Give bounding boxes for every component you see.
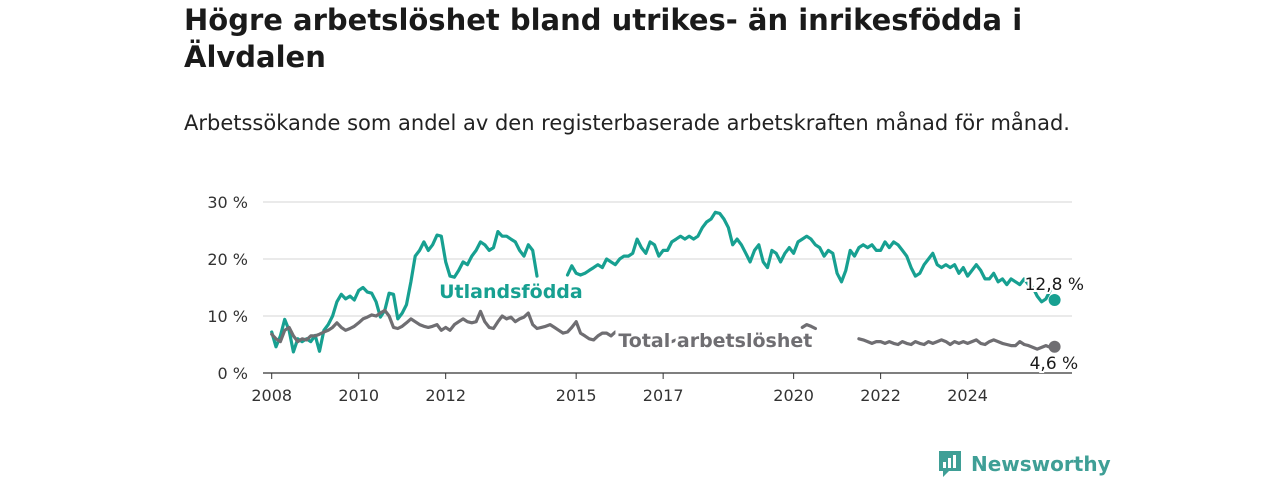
y-axis: 0 % 10 % 20 % 30 %: [207, 193, 248, 383]
series-end-label: 4,6 %: [1030, 354, 1079, 374]
y-tick-label: 10 %: [207, 307, 248, 326]
series-end-marker: [1048, 340, 1061, 353]
newsworthy-logo[interactable]: Newsworthy: [937, 448, 1111, 480]
y-tick-label: 0 %: [218, 364, 248, 383]
x-tick-label: 2020: [773, 386, 814, 405]
x-axis: 2008 2010 2012 2015 2017 2020 2022 2024: [251, 373, 988, 405]
series-endpoints: [1048, 294, 1061, 353]
chart-title: Högre arbetslöshet bland utrikes- än inr…: [184, 3, 1023, 74]
series-end-marker: [1048, 294, 1061, 307]
series-line-total: [270, 308, 1052, 351]
brand-name: Newsworthy: [971, 452, 1111, 476]
series-annotation: Total arbetslöshet: [618, 330, 812, 352]
y-tick-label: 20 %: [207, 250, 248, 269]
x-tick-label: 2015: [556, 386, 597, 405]
x-tick-label: 2010: [338, 386, 379, 405]
series-lines: [270, 210, 1052, 354]
series-line-utlandsfodda: [270, 210, 1052, 354]
x-tick-label: 2012: [425, 386, 466, 405]
series-annotation: Utlandsfödda: [439, 281, 583, 303]
bar-chart-speech-bubble-icon: [939, 451, 961, 477]
series-end-label: 12,8 %: [1025, 275, 1084, 295]
chart-subtitle: Arbetssökande som andel av den registerb…: [184, 111, 1070, 135]
x-tick-label: 2017: [643, 386, 684, 405]
y-tick-label: 30 %: [207, 193, 248, 212]
x-tick-label: 2008: [251, 386, 292, 405]
x-tick-label: 2022: [860, 386, 901, 405]
x-tick-label: 2024: [947, 386, 988, 405]
series-labels: 12,8 % 4,6 % Utlandsfödda Total arbetslöshe…: [436, 273, 1086, 376]
